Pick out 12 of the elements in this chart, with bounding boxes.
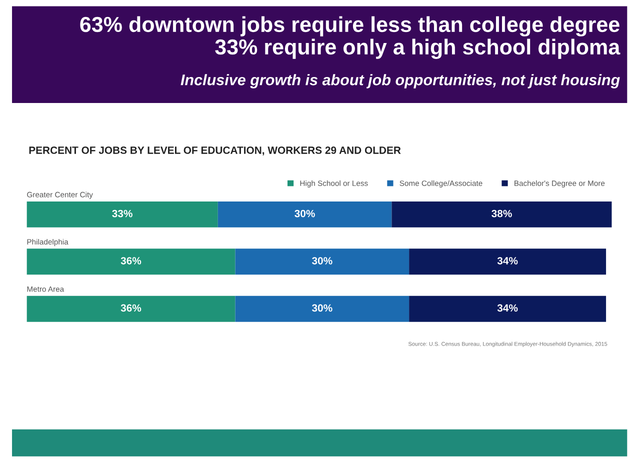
data-label: 33%	[112, 210, 132, 218]
data-label: 36%	[120, 257, 142, 264]
data-label: 30%	[312, 257, 332, 264]
x-axis-title: PERCENT OF JOBS BY LEVEL OF EDUCATION, WORKERS 29 AND OLDER	[29, 146, 401, 156]
chart-title: 63% downtown jobs require less than college degree 33% require only a high school diploma	[80, 16, 620, 59]
chart-subtitle: Inclusive growth is about job opportunities, not just housing	[180, 74, 620, 88]
data-label: 34%	[497, 257, 518, 264]
data-label: 34%	[497, 304, 518, 312]
data-label: 36%	[120, 304, 142, 312]
data-label: 30%	[294, 210, 315, 218]
data-label: 38%	[492, 210, 512, 218]
data-label: 30%	[312, 304, 332, 312]
